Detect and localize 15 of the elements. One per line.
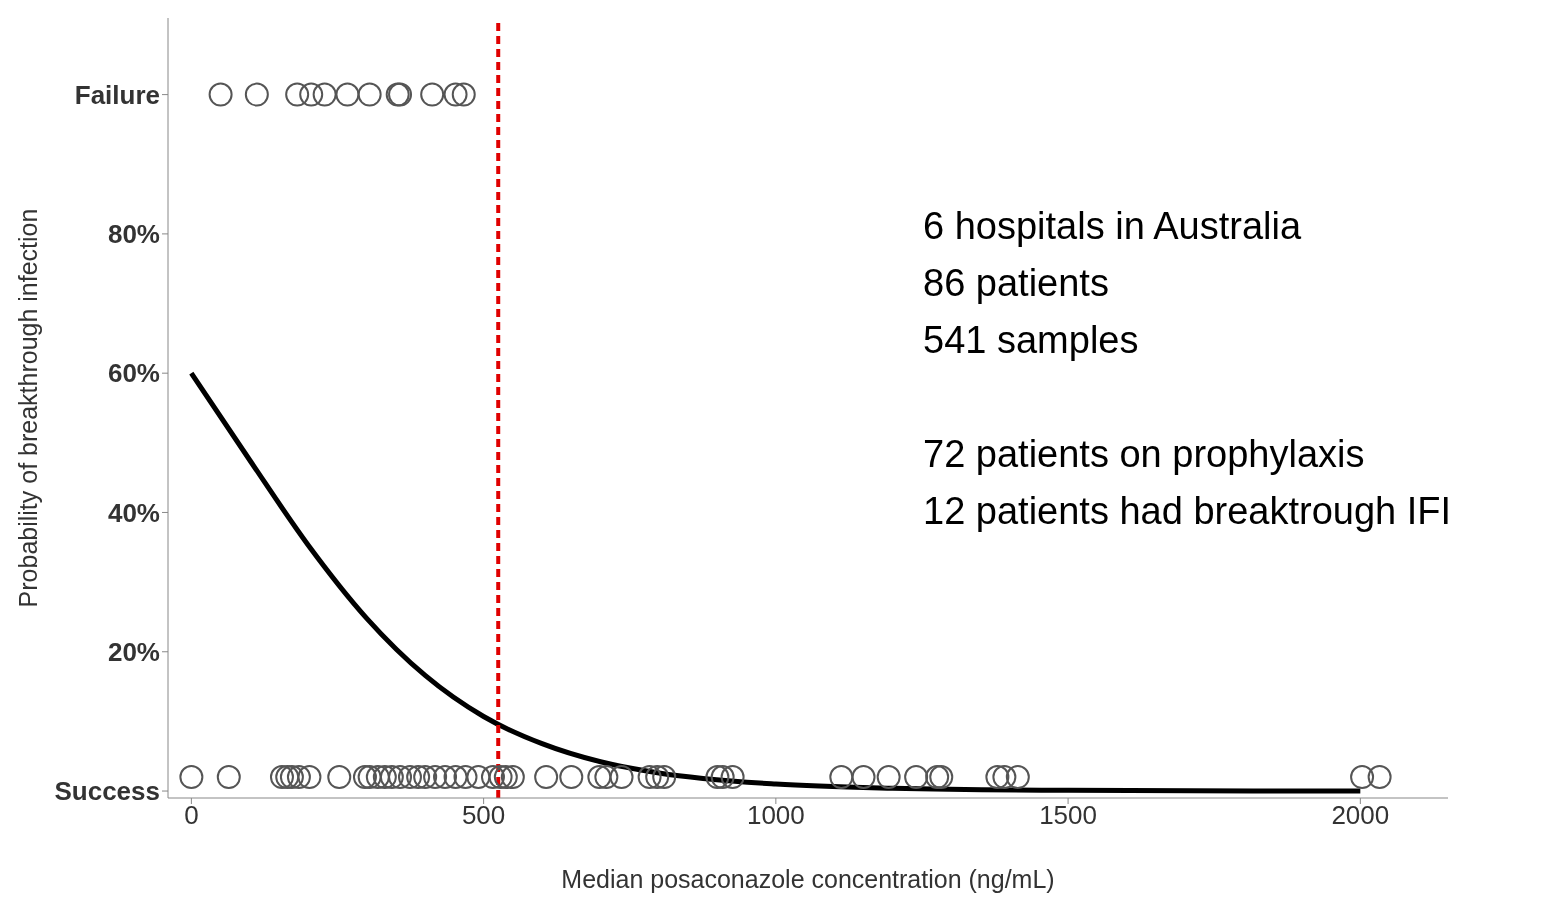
x-tick-label: 2000 <box>1331 800 1390 831</box>
y-tick-label: Failure <box>74 79 160 110</box>
x-axis-title: Median posaconazole concentration (ng/mL) <box>561 865 1055 893</box>
x-tick-label: 0 <box>184 800 199 831</box>
y-tick-label: 20% <box>107 636 160 667</box>
y-tick-label: 60% <box>107 358 160 389</box>
y-tick-label: Success <box>54 776 160 807</box>
x-tick-label: 500 <box>461 800 506 831</box>
y-tick-label: 80% <box>107 219 160 250</box>
x-tick-label: 1500 <box>1039 800 1098 831</box>
annotation: 72 patients on prophylaxis 12 patients had breaktrough IFI <box>923 432 1452 534</box>
y-tick-label: 40% <box>107 497 160 528</box>
x-tick-label: 1000 <box>746 800 805 831</box>
annotation: 6 hospitals in Australia 86 patients 541 samples <box>923 204 1303 363</box>
y-axis-title: Probability of breakthrough infection <box>13 208 42 608</box>
